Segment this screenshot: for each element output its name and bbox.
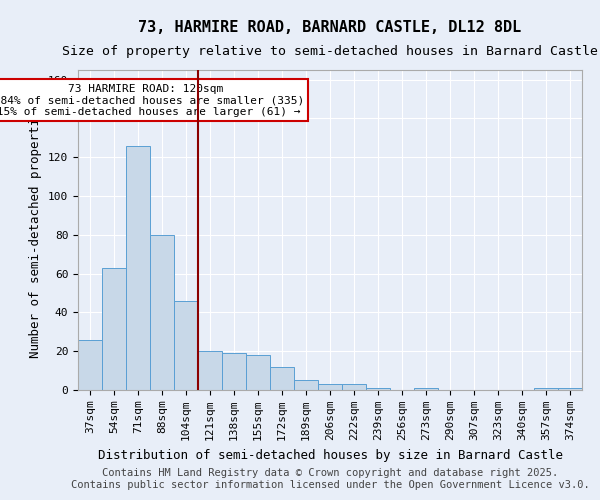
Bar [558, 388, 582, 390]
Bar [150, 235, 174, 390]
Bar [222, 353, 246, 390]
Bar [342, 384, 366, 390]
Bar [246, 355, 270, 390]
Text: Contains HM Land Registry data © Crown copyright and database right 2025.
Contai: Contains HM Land Registry data © Crown c… [71, 468, 589, 490]
Y-axis label: Number of semi-detached properties: Number of semi-detached properties [29, 102, 43, 358]
Text: 73, HARMIRE ROAD, BARNARD CASTLE, DL12 8DL: 73, HARMIRE ROAD, BARNARD CASTLE, DL12 8… [139, 20, 521, 35]
Text: 73 HARMIRE ROAD: 120sqm
← 84% of semi-detached houses are smaller (335)
 15% of : 73 HARMIRE ROAD: 120sqm ← 84% of semi-de… [0, 84, 304, 117]
Bar [294, 380, 318, 390]
Bar [78, 340, 102, 390]
Bar [126, 146, 150, 390]
X-axis label: Distribution of semi-detached houses by size in Barnard Castle: Distribution of semi-detached houses by … [97, 448, 563, 462]
Bar [102, 268, 126, 390]
Bar [414, 388, 438, 390]
Bar [366, 388, 390, 390]
Bar [318, 384, 342, 390]
Bar [534, 388, 558, 390]
Bar [270, 366, 294, 390]
Text: Size of property relative to semi-detached houses in Barnard Castle: Size of property relative to semi-detach… [62, 45, 598, 58]
Bar [174, 301, 198, 390]
Bar [198, 351, 222, 390]
